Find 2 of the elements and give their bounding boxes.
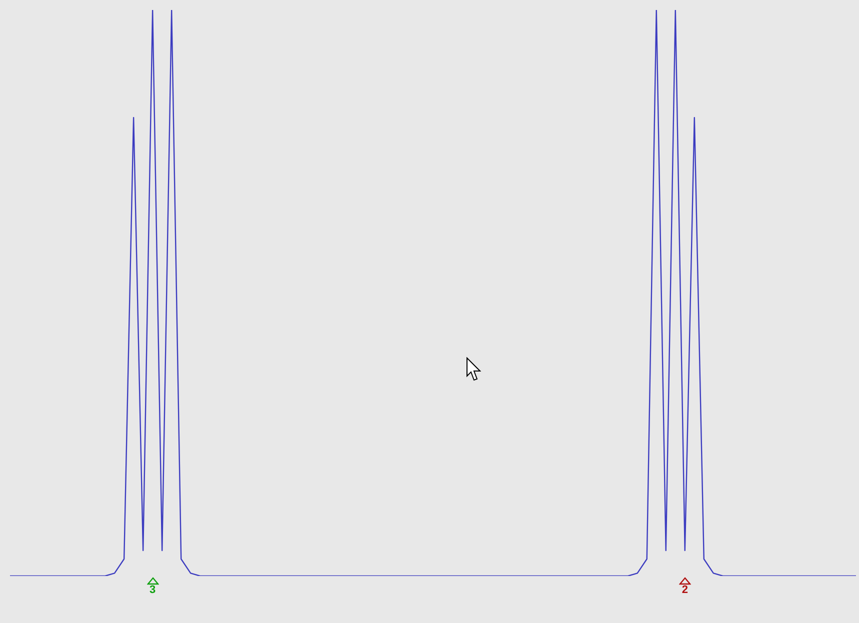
text: 3 xyxy=(148,584,157,596)
text: 2 xyxy=(680,584,689,596)
